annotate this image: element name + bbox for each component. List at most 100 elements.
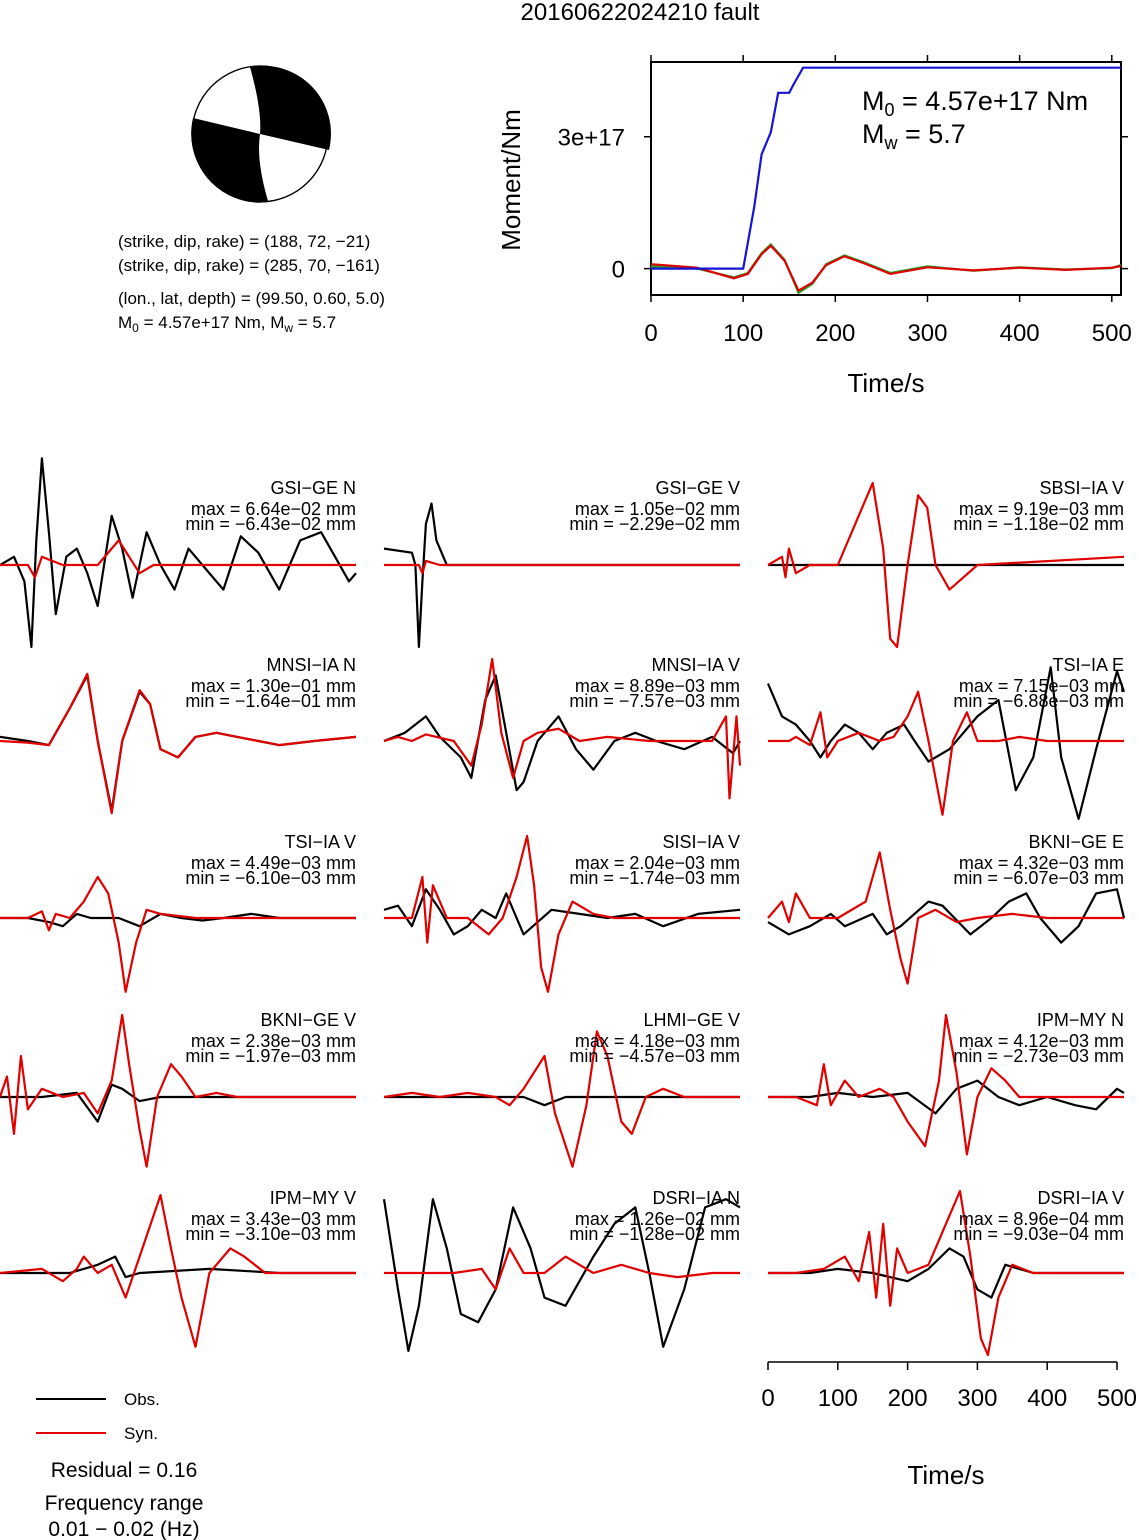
synthetic-trace [768,1189,1124,1357]
station-min: min = −2.73e−03 mm [953,1046,1124,1066]
station-max: max = 8.89e−03 mm [575,676,740,696]
synthetic-trace [768,1013,1124,1156]
station-min: min = −1.74e−03 mm [569,868,740,888]
frequency-value: 0.01 − 0.02 (Hz) [48,1518,199,1540]
moment-y-axis-title: Moment/Nm [496,109,526,251]
station-min: min = −7.57e−03 mm [569,691,740,711]
residual-text: Residual = 0.16 [51,1459,198,1482]
moment-series-moment [651,66,1121,270]
station-name: BKNI−GE V [260,1010,356,1030]
station-name: TSI−IA V [284,832,356,852]
mechanism-line-3: (lon., lat, depth) = (99.50, 0.60, 5.0) [118,289,385,308]
station-name: TSI−IA E [1052,655,1124,675]
moment-x-axis-title: Time/s [847,368,924,398]
station-max: max = 2.38e−03 mm [191,1031,356,1051]
observed-trace [766,666,1126,821]
station-max: max = 6.64e−02 mm [191,499,356,519]
observed-trace [0,1083,356,1123]
station-name: MNSI−IA N [266,655,356,675]
station-min: min = −6.07e−03 mm [953,868,1124,888]
station-min: min = −4.57e−03 mm [569,1046,740,1066]
mechanism-line-4: M0 = 4.57e+17 Nm, Mw = 5.7 [118,313,336,335]
station-max: max = 8.96e−04 mm [959,1209,1124,1229]
observed-trace [383,674,741,792]
station-name: SISI−IA V [662,832,740,852]
figure-title: 20160622024210 fault [521,0,760,26]
station-max: max = 4.49e−03 mm [191,853,356,873]
mechanism-line-2: (strike, dip, rake) = (285, 70, −161) [118,256,380,275]
moment-plot-frame [650,61,1122,296]
beachball [191,65,331,203]
legend: Obs. Syn. [36,1390,160,1443]
waveform-xtick-label: 500 [1097,1385,1137,1412]
moment-chart: 0 100 200 300 400 500 0 3e+17 Time/s Moment/Nm… [496,55,1132,398]
moment-xtick-label: 200 [815,320,855,347]
moment-xtick-label: 0 [644,320,657,347]
station-max: max = 1.30e−01 mm [191,676,356,696]
waveform-xtick-label: 200 [888,1385,928,1412]
moment-xtick-label: 500 [1092,320,1132,347]
observed-trace [384,1095,740,1107]
waveform-xtick-label: 0 [761,1385,774,1412]
station-min: min = −2.29e−02 mm [569,514,740,534]
station-max: max = 1.05e−02 mm [575,499,740,519]
waveform-xtick-label: 300 [957,1385,997,1412]
station-name: DSRI−IA V [1037,1188,1124,1208]
synthetic-trace [384,559,740,575]
waveform-xtick-label: 100 [818,1385,858,1412]
station-name: IPM−MY V [270,1188,356,1208]
legend-obs-label: Obs. [124,1390,160,1409]
mechanism-line-1: (strike, dip, rake) = (188, 72, −21) [118,232,370,251]
station-max: max = 7.15e−03 mm [959,676,1124,696]
synthetic-trace [0,672,357,815]
observed-trace [0,1255,356,1279]
station-name: MNSI−IA V [651,655,740,675]
moment-ytick-label: 3e+17 [558,125,625,152]
synthetic-trace [0,1013,356,1168]
station-min: min = −1.97e−03 mm [185,1046,356,1066]
station-max: max = 2.04e−03 mm [575,853,740,873]
observed-trace [767,888,1126,944]
moment-xtick-label: 300 [907,320,947,347]
synthetic-trace [383,657,742,800]
station-name: SBSI−IA V [1039,478,1124,498]
station-min: min = −6.10e−03 mm [185,868,356,888]
synthetic-trace [0,1193,356,1348]
observed-trace [768,1079,1125,1115]
station-name: LHMI−GE V [643,1010,740,1030]
station-max: max = 4.32e−03 mm [959,853,1124,873]
synthetic-trace [0,539,356,579]
synthetic-trace [383,1030,740,1168]
station-max: max = 9.19e−03 mm [959,499,1124,519]
synthetic-trace [767,851,1124,985]
synthetic-trace [767,481,1125,649]
moment-annotation-mw: Mw = 5.7 [862,119,966,153]
station-min: min = −1.28e−02 mm [569,1224,740,1244]
legend-syn-label: Syn. [124,1424,158,1443]
waveform-xtick-label: 400 [1027,1385,1067,1412]
station-name: DSRI−IA N [652,1188,740,1208]
synthetic-trace [0,875,356,993]
station-max: max = 3.43e−03 mm [191,1209,356,1229]
station-min: min = −6.88e−03 mm [953,691,1124,711]
station-name: IPM−MY N [1037,1010,1124,1030]
station-max: max = 4.12e−03 mm [959,1031,1124,1051]
station-min: min = −1.64e−01 mm [185,691,356,711]
waveform-time-axis: 0 100 200 300 400 500 [761,1361,1137,1412]
